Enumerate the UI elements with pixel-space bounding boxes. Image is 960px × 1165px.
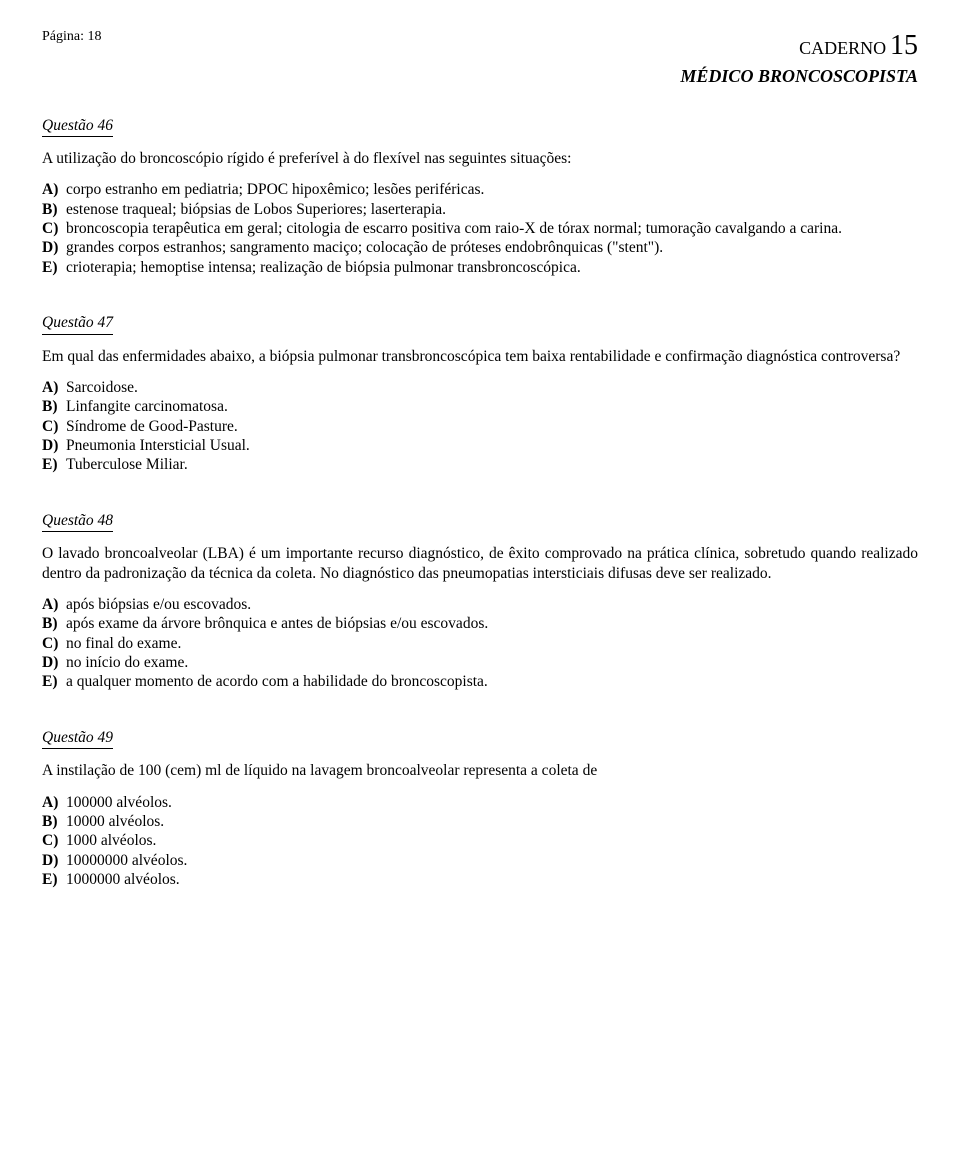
option-text: após exame da árvore brônquica e antes d… bbox=[66, 614, 918, 633]
option-a: A)após biópsias e/ou escovados. bbox=[42, 595, 918, 614]
option-c: C)no final do exame. bbox=[42, 634, 918, 653]
option-a: A)corpo estranho em pediatria; DPOC hipo… bbox=[42, 180, 918, 199]
option-text: 100000 alvéolos. bbox=[66, 793, 918, 812]
option-d: D)no início do exame. bbox=[42, 653, 918, 672]
option-label: A) bbox=[42, 595, 66, 614]
option-b: B)Linfangite carcinomatosa. bbox=[42, 397, 918, 416]
option-label: B) bbox=[42, 397, 66, 416]
option-label: B) bbox=[42, 200, 66, 219]
option-text: corpo estranho em pediatria; DPOC hipoxê… bbox=[66, 180, 918, 199]
option-label: D) bbox=[42, 238, 66, 257]
option-e: E)crioterapia; hemoptise intensa; realiz… bbox=[42, 258, 918, 277]
question-49: Questão 49 A instilação de 100 (cem) ml … bbox=[42, 728, 918, 890]
question-stem: A utilização do broncoscópio rígido é pr… bbox=[42, 149, 918, 168]
option-label: A) bbox=[42, 793, 66, 812]
option-d: D)Pneumonia Intersticial Usual. bbox=[42, 436, 918, 455]
option-text: no início do exame. bbox=[66, 653, 918, 672]
option-text: a qualquer momento de acordo com a habil… bbox=[66, 672, 918, 691]
question-title: Questão 46 bbox=[42, 116, 113, 137]
option-c: C)broncoscopia terapêutica em geral; cit… bbox=[42, 219, 918, 238]
option-c: C)1000 alvéolos. bbox=[42, 831, 918, 850]
question-47: Questão 47 Em qual das enfermidades abai… bbox=[42, 313, 918, 475]
option-label: C) bbox=[42, 417, 66, 436]
option-label: D) bbox=[42, 653, 66, 672]
option-label: C) bbox=[42, 634, 66, 653]
option-b: B)após exame da árvore brônquica e antes… bbox=[42, 614, 918, 633]
option-text: Linfangite carcinomatosa. bbox=[66, 397, 918, 416]
page-number: Página: 18 bbox=[42, 28, 102, 46]
option-text: 10000 alvéolos. bbox=[66, 812, 918, 831]
question-title: Questão 49 bbox=[42, 728, 113, 749]
option-text: Sarcoidose. bbox=[66, 378, 918, 397]
question-stem: A instilação de 100 (cem) ml de líquido … bbox=[42, 761, 918, 780]
question-stem: Em qual das enfermidades abaixo, a bióps… bbox=[42, 347, 918, 366]
header-right: CADERNO 15 MÉDICO BRONCOSCOPISTA bbox=[680, 28, 918, 88]
option-text: estenose traqueal; biópsias de Lobos Sup… bbox=[66, 200, 918, 219]
option-text: crioterapia; hemoptise intensa; realizaç… bbox=[66, 258, 918, 277]
option-label: A) bbox=[42, 180, 66, 199]
option-label: E) bbox=[42, 870, 66, 889]
option-text: após biópsias e/ou escovados. bbox=[66, 595, 918, 614]
option-b: B)estenose traqueal; biópsias de Lobos S… bbox=[42, 200, 918, 219]
option-label: E) bbox=[42, 455, 66, 474]
option-e: E)a qualquer momento de acordo com a hab… bbox=[42, 672, 918, 691]
option-text: 1000 alvéolos. bbox=[66, 831, 918, 850]
option-d: D)10000000 alvéolos. bbox=[42, 851, 918, 870]
option-text: grandes corpos estranhos; sangramento ma… bbox=[66, 238, 918, 257]
question-title: Questão 48 bbox=[42, 511, 113, 532]
option-e: E)Tuberculose Miliar. bbox=[42, 455, 918, 474]
option-label: D) bbox=[42, 436, 66, 455]
option-d: D)grandes corpos estranhos; sangramento … bbox=[42, 238, 918, 257]
caderno-number: 15 bbox=[890, 30, 918, 61]
option-label: A) bbox=[42, 378, 66, 397]
question-title: Questão 47 bbox=[42, 313, 113, 334]
option-label: B) bbox=[42, 812, 66, 831]
option-e: E)1000000 alvéolos. bbox=[42, 870, 918, 889]
option-text: Síndrome de Good-Pasture. bbox=[66, 417, 918, 436]
option-text: no final do exame. bbox=[66, 634, 918, 653]
option-label: B) bbox=[42, 614, 66, 633]
option-a: A)Sarcoidose. bbox=[42, 378, 918, 397]
option-label: E) bbox=[42, 672, 66, 691]
option-label: D) bbox=[42, 851, 66, 870]
option-label: E) bbox=[42, 258, 66, 277]
option-a: A)100000 alvéolos. bbox=[42, 793, 918, 812]
options-list: A)após biópsias e/ou escovados. B)após e… bbox=[42, 595, 918, 692]
question-46: Questão 46 A utilização do broncoscópio … bbox=[42, 116, 918, 278]
caderno-line: CADERNO 15 bbox=[680, 28, 918, 63]
options-list: A)corpo estranho em pediatria; DPOC hipo… bbox=[42, 180, 918, 277]
option-c: C)Síndrome de Good-Pasture. bbox=[42, 417, 918, 436]
option-label: C) bbox=[42, 219, 66, 238]
option-text: Tuberculose Miliar. bbox=[66, 455, 918, 474]
option-text: Pneumonia Intersticial Usual. bbox=[66, 436, 918, 455]
option-text: 10000000 alvéolos. bbox=[66, 851, 918, 870]
question-48: Questão 48 O lavado broncoalveolar (LBA)… bbox=[42, 511, 918, 692]
caderno-word: CADERNO bbox=[799, 38, 886, 58]
page-header: Página: 18 CADERNO 15 MÉDICO BRONCOSCOPI… bbox=[42, 28, 918, 88]
option-text: 1000000 alvéolos. bbox=[66, 870, 918, 889]
option-label: C) bbox=[42, 831, 66, 850]
option-text: broncoscopia terapêutica em geral; citol… bbox=[66, 219, 918, 238]
option-b: B)10000 alvéolos. bbox=[42, 812, 918, 831]
options-list: A)Sarcoidose. B)Linfangite carcinomatosa… bbox=[42, 378, 918, 475]
question-stem: O lavado broncoalveolar (LBA) é um impor… bbox=[42, 544, 918, 583]
options-list: A)100000 alvéolos. B)10000 alvéolos. C)1… bbox=[42, 793, 918, 890]
exam-subtitle: MÉDICO BRONCOSCOPISTA bbox=[680, 65, 918, 88]
